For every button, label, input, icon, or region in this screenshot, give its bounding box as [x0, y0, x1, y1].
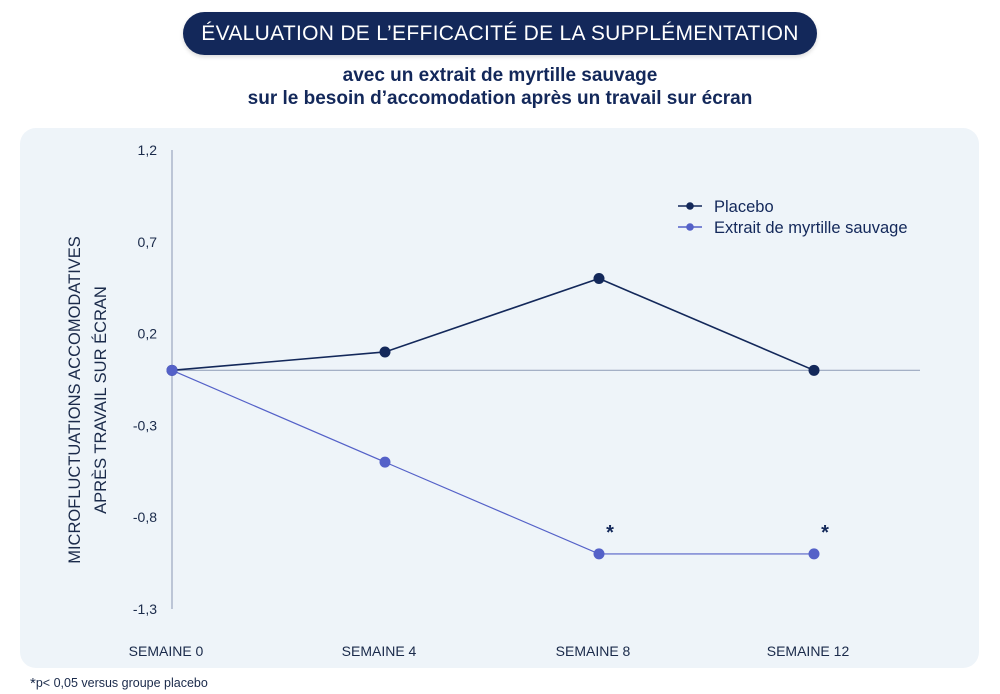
series-placebo-point	[808, 364, 820, 376]
series-extrait-point	[808, 548, 820, 560]
series-placebo-point	[593, 273, 605, 285]
series-extrait-point	[593, 548, 605, 560]
x-tick-label: SEMAINE 4	[342, 643, 417, 659]
y-tick-label: 1,2	[138, 142, 158, 158]
footnote-text: p< 0,05 versus groupe placebo	[35, 676, 208, 690]
series-extrait-line	[171, 369, 814, 555]
y-tick-label: 0,7	[138, 234, 158, 250]
y-tick-label: -1,3	[133, 601, 157, 617]
series-extrait-point	[379, 456, 391, 468]
significance-marker: *	[606, 522, 614, 544]
legend-label: Placebo	[714, 198, 774, 216]
chart-subtitle: avec un extrait de myrtille sauvage sur …	[0, 64, 1000, 110]
legend-swatch-marker	[686, 223, 694, 231]
subtitle-line-1: avec un extrait de myrtille sauvage	[342, 65, 658, 86]
chart-panel	[20, 128, 979, 668]
subtitle-line-2: sur le besoin d’accomodation après un tr…	[247, 88, 753, 109]
series-placebo-point	[379, 346, 391, 358]
x-tick-label: SEMAINE 0	[129, 643, 204, 659]
legend-label: Extrait de myrtille sauvage	[714, 219, 908, 237]
significance-marker: *	[821, 522, 829, 544]
x-tick-label: SEMAINE 12	[767, 643, 850, 659]
y-tick-label: -0,8	[133, 509, 157, 525]
chart-title: ÉVALUATION DE L’EFFICACITÉ DE LA SUPPLÉM…	[183, 12, 817, 55]
series-placebo-line	[171, 277, 815, 372]
footnote: *p< 0,05 versus groupe placebo	[30, 674, 208, 692]
y-axis-label-line-2: APRÈS TRAVAIL SUR ÉCRAN	[91, 286, 110, 514]
y-tick-label: -0,3	[133, 417, 157, 433]
x-tick-label: SEMAINE 8	[556, 643, 631, 659]
legend-swatch-marker	[686, 202, 694, 210]
series-extrait-point	[166, 364, 178, 376]
footnote-star: *	[30, 675, 36, 692]
y-tick-label: 0,2	[138, 326, 158, 342]
y-axis-label-line-1: MICROFLUCTUATIONS ACCOMODATIVES	[66, 236, 84, 564]
